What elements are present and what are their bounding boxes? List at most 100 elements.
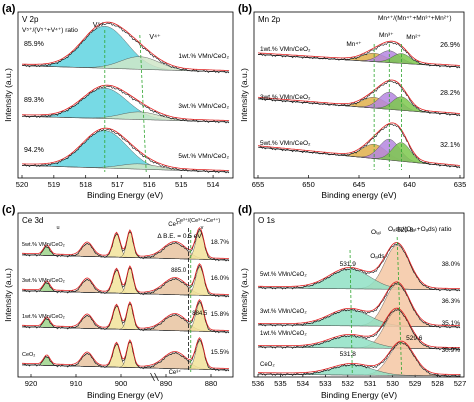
panel-b-peak-label: Mn⁴⁺ — [346, 41, 362, 48]
panel-d-ratio-value: 30.9% — [442, 347, 461, 354]
panel-d-xtick-label: 531 — [364, 379, 377, 388]
panel-a-guide-v4 — [139, 34, 147, 173]
panel-a-s1-peak-1 — [22, 111, 229, 123]
panel-b-xtick-label: 635 — [454, 180, 467, 189]
panel-b-xlabel: Binding energy (eV) — [321, 190, 396, 200]
panel-c-s1-fit-line — [22, 263, 229, 295]
panel-c-axis-break — [154, 372, 159, 382]
panel-c-s3-raw-line — [22, 338, 230, 372]
panel-d-xtick-label: 532 — [342, 379, 355, 388]
panel-a-xlabel: Binding Energy (eV) — [87, 190, 163, 200]
panel-d-xtick-label: 533 — [319, 379, 332, 388]
panel-d-ylabel: Intensity (a.u.) — [239, 268, 249, 322]
panel-b-series-name: 5wt.% VMn/CeO₂ — [260, 140, 311, 147]
panel-c-xtick-label: 910 — [70, 379, 83, 388]
panel-c-series-name: 5wt.% VMn/CeO₂ — [22, 242, 65, 248]
panel-d-guide-lat — [396, 236, 403, 375]
panel-d-xlabel: Binding Energy (eV) — [321, 390, 397, 400]
panel-a-ratio-value: 89.3% — [24, 97, 44, 104]
panel-b-peak-label: Mn²⁺ — [406, 34, 421, 41]
panel-d-xtick-label: 529 — [409, 379, 422, 388]
panel-b-ylabel: Intensity (a.u.) — [239, 68, 249, 122]
panel-c-annotation: Δ B.E. = 0.5 eV — [157, 233, 202, 240]
panel-c-xlabel: Binding Energy (eV) — [87, 390, 163, 400]
panel-c-element-label: Ce 3d — [22, 216, 43, 225]
panel-a-xtick-label: 517 — [111, 180, 124, 189]
panel-a-peak-label: V⁴⁺ — [149, 34, 161, 41]
panel-a-series-name: 5wt.% VMn/CeO₂ — [178, 153, 229, 160]
panel-a-s2-raw-line — [21, 128, 230, 174]
panel-d-ratio-label: Oₐds/(Oₗₐₜ+Oₐds) ratio — [388, 226, 452, 233]
panel-c-annotation: Ce³⁺ — [169, 369, 182, 376]
panel-c-frame — [17, 212, 234, 378]
panel-d-peak-label: Oₐds — [370, 253, 385, 260]
panel-c-s2-raw-line — [22, 300, 230, 334]
panel-c-annotation: u — [56, 225, 59, 231]
panel-d-series-name: 3wt.% VMn/CeO₂ — [260, 309, 307, 315]
panel-b-s2-raw-line — [257, 123, 461, 169]
panel-c-series-name: CeO₂ — [22, 352, 35, 358]
panel-c-xtick-label: 920 — [25, 379, 38, 388]
panel-d-xtick-label: 528 — [431, 379, 444, 388]
panel-a-s0-raw-line — [21, 22, 230, 74]
panel-c-s0-raw-line — [22, 228, 230, 262]
panel-a-s2-fit-line — [22, 127, 229, 171]
panel-b-xtick-label: 650 — [302, 180, 315, 189]
panel-a-ylabel: Intensity (a.u.) — [3, 68, 13, 122]
panel-c-letter: (c) — [2, 204, 16, 216]
panel-a-xtick-label: 520 — [16, 180, 29, 189]
panel-b-s1-raw-line — [258, 80, 461, 117]
panel-d-peak-position: 529.6 — [406, 335, 423, 342]
panel-c-ratio-value: 15.8% — [211, 311, 230, 318]
panel-d-letter: (d) — [238, 204, 252, 216]
panel-d-s1-fit-line — [258, 281, 460, 326]
panel-d-frame — [253, 212, 465, 378]
panel-c-xtick-label: 890 — [160, 379, 173, 388]
panel-c-annotation: 884.5 — [192, 311, 208, 317]
panel-b-element-label: Mn 2p — [258, 15, 281, 24]
panel-a-series-name: 3wt.% VMn/CeO₂ — [178, 103, 229, 110]
panel-a-ratio-value: 85.9% — [24, 41, 44, 48]
panel-d-peak-position: 529.8 — [397, 227, 414, 234]
panel-d-xtick-label: 536 — [252, 379, 265, 388]
panel-c-annotation: Ce⁴⁺ — [168, 221, 181, 228]
panel-d-xtick-label: 527 — [454, 379, 467, 388]
panel-c-axis-break — [150, 372, 155, 382]
panel-d-series-name: CeO₂ — [260, 362, 275, 368]
panel-d-s0-fit-line — [258, 242, 460, 289]
panel-c-series-name: 3wt.% VMn/CeO₂ — [22, 278, 65, 284]
panel-a-s1-raw-line — [21, 85, 230, 124]
panel-b-s0-fit-line — [257, 40, 461, 66]
panel-c-ratio-label: Ce³⁺/(Ce³⁺+Ce⁴⁺) — [176, 217, 220, 224]
panel-d-xtick-label: 535 — [274, 379, 287, 388]
panel-a-s0-peak-1 — [22, 56, 229, 73]
panel-d-element-label: O 1s — [258, 216, 275, 225]
panel-d-s2-fit-line — [258, 307, 460, 348]
panel-b-xtick-label: 645 — [353, 180, 366, 189]
panel-c-s2-fit-line — [22, 299, 229, 331]
panel-a-xtick-label: 516 — [143, 180, 156, 189]
panel-d-xtick-label: 530 — [386, 379, 399, 388]
panel-d-peak-label: Oₗₐₜ — [371, 229, 382, 236]
panel-a-xtick-label: 518 — [79, 180, 92, 189]
panel-b-ratio-value: 32.1% — [440, 142, 460, 149]
panel-d-guide-ads — [349, 249, 353, 375]
panel-a-element-label: V 2p — [22, 15, 39, 24]
panel-d-series-name: 1wt.% VMn/CeO₂ — [260, 331, 307, 337]
panel-a-xtick-label: 515 — [175, 180, 188, 189]
panel-b-letter: (b) — [238, 3, 252, 15]
panel-c-xtick-label: 900 — [115, 379, 128, 388]
panel-d-s0-raw-line — [257, 242, 461, 292]
panel-d-s2-raw-line — [257, 308, 461, 351]
panel-a-s1-fit-line — [22, 84, 229, 121]
panel-b-ratio-value: 28.2% — [440, 90, 460, 97]
panel-b-ratio-value: 26.9% — [440, 42, 460, 49]
panel-d-ratio-value: 38.0% — [442, 261, 461, 268]
panel-a-xtick-label: 514 — [207, 180, 220, 189]
panel-d-s3-fit-line — [258, 340, 460, 375]
panel-c-xtick-label: 880 — [205, 379, 218, 388]
panel-d-s1-raw-line — [257, 281, 461, 329]
panel-b-peak-label: Mn³⁺ — [379, 32, 394, 39]
panel-d-xtick-label: 534 — [297, 379, 310, 388]
panel-b-series-name: 3wt.% VMn/CeO₂ — [260, 94, 311, 101]
